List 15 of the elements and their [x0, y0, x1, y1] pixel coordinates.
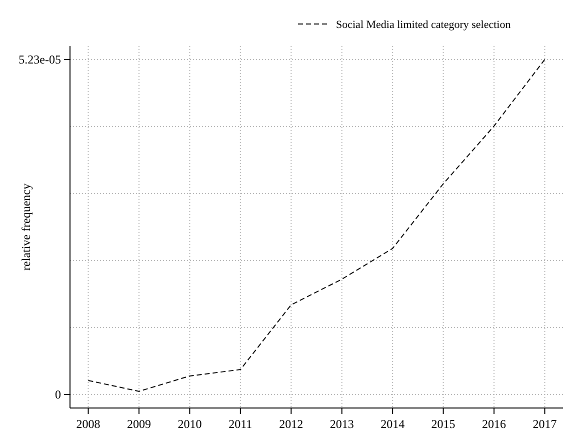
x-tick-label: 2015: [431, 417, 456, 431]
x-tick-label: 2009: [126, 417, 151, 431]
x-tick-label: 2010: [178, 417, 202, 431]
y-axis-title: relative frequency: [19, 184, 33, 270]
x-tick-label: 2013: [330, 417, 354, 431]
y-tick-label: 0: [55, 388, 61, 402]
x-tick-label: 2008: [76, 417, 100, 431]
x-tick-label: 2012: [279, 417, 304, 431]
x-tick-label: 2014: [380, 417, 405, 431]
x-tick-label: 2016: [482, 417, 506, 431]
legend-label: Social Media limited category selection: [336, 19, 512, 31]
x-tick-label: 2011: [228, 417, 252, 431]
y-tick-label: 5.23e-05: [18, 52, 61, 66]
x-tick-label: 2017: [532, 417, 557, 431]
line-series: [88, 58, 546, 392]
